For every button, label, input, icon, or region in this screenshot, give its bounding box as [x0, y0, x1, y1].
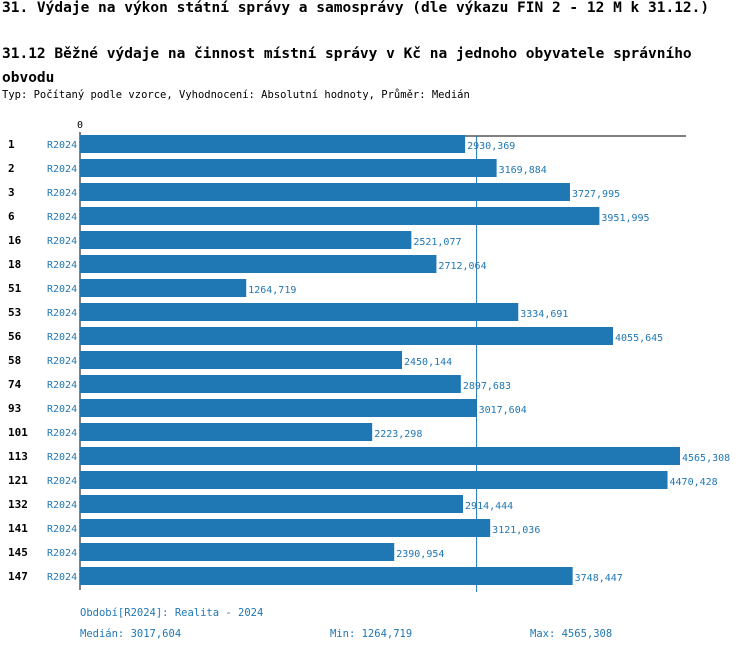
bar	[80, 447, 680, 465]
series-label: R2024	[47, 284, 77, 295]
data-label: 2712,064	[438, 261, 486, 272]
category-label: 58	[8, 354, 21, 367]
data-label: 2390,954	[396, 549, 444, 560]
category-label: 6	[8, 210, 15, 223]
bar	[80, 231, 412, 249]
data-label: 3017,604	[479, 405, 527, 416]
bar	[80, 279, 247, 297]
data-label: 3334,691	[520, 309, 568, 320]
series-label: R2024	[47, 188, 77, 199]
category-label: 56	[8, 330, 22, 343]
footer-min: Min: 1264,719	[330, 628, 413, 640]
category-label: 141	[8, 522, 28, 535]
bar	[80, 183, 570, 201]
series-label: R2024	[47, 500, 77, 511]
data-label: 3748,447	[575, 573, 623, 584]
data-label: 2450,144	[404, 357, 452, 368]
category-label: 16	[8, 234, 22, 247]
data-label: 3951,995	[601, 213, 649, 224]
category-label: 1	[8, 138, 15, 151]
series-label: R2024	[47, 572, 77, 583]
data-label: 2223,298	[374, 429, 422, 440]
category-label: 51	[8, 282, 22, 295]
category-label: 93	[8, 402, 21, 415]
bar	[80, 327, 614, 345]
data-label: 4470,428	[670, 477, 718, 488]
category-label: 53	[8, 306, 21, 319]
bar	[80, 135, 466, 153]
bar	[80, 351, 403, 369]
category-label: 113	[8, 450, 28, 463]
series-label: R2024	[47, 428, 77, 439]
bar	[80, 159, 497, 177]
bar	[80, 303, 519, 321]
category-label: 145	[8, 546, 28, 559]
category-label: 2	[8, 162, 15, 175]
bar-chart: 0 1 R2024 2930,369 2 R2024 3169,884 3 R2024 3727,…	[8, 120, 730, 592]
footer-period: Období[R2024]: Realita - 2024	[80, 607, 264, 619]
category-label: 18	[8, 258, 21, 271]
category-label: 74	[8, 378, 22, 391]
category-label: 101	[8, 426, 28, 439]
bar	[80, 471, 668, 489]
data-label: 2930,369	[467, 141, 515, 152]
data-label: 2897,683	[463, 381, 511, 392]
data-label: 2914,444	[465, 501, 513, 512]
series-label: R2024	[47, 524, 77, 535]
bar	[80, 567, 573, 585]
bar	[80, 543, 395, 561]
series-label: R2024	[47, 380, 77, 391]
bar	[80, 255, 437, 273]
footer-median: Medián: 3017,604	[80, 628, 182, 640]
data-label: 1264,719	[248, 285, 296, 296]
series-label: R2024	[47, 356, 77, 367]
bar	[80, 375, 461, 393]
category-label: 132	[8, 498, 28, 511]
bar	[80, 495, 464, 513]
series-label: R2024	[47, 404, 77, 415]
axis-zero-label: 0	[77, 120, 83, 131]
series-label: R2024	[47, 212, 77, 223]
category-label: 147	[8, 570, 28, 583]
series-label: R2024	[47, 548, 77, 559]
data-label: 2521,077	[413, 237, 461, 248]
data-label: 3169,884	[499, 165, 547, 176]
data-label: 3121,036	[492, 525, 540, 536]
chart-subtitle: Typ: Počítaný podle vzorce, Vyhodnocení:…	[2, 89, 470, 101]
series-label: R2024	[47, 140, 77, 151]
series-label: R2024	[47, 332, 77, 343]
category-label: 3	[8, 186, 15, 199]
series-label: R2024	[47, 452, 77, 463]
data-label: 4055,645	[615, 333, 663, 344]
data-label: 4565,308	[682, 453, 730, 464]
series-label: R2024	[47, 236, 77, 247]
footer-max: Max: 4565,308	[530, 628, 613, 640]
bar	[80, 207, 600, 225]
data-label: 3727,995	[572, 189, 620, 200]
chart-title: 31.12 Běžné výdaje na činnost místní spr…	[2, 46, 692, 86]
category-label: 121	[8, 474, 28, 487]
bar	[80, 399, 477, 417]
series-label: R2024	[47, 308, 77, 319]
series-label: R2024	[47, 476, 77, 487]
bar	[80, 519, 491, 537]
page-title: 31. Výdaje na výkon státní správy a samo…	[2, 0, 710, 16]
bar	[80, 423, 373, 441]
series-label: R2024	[47, 164, 77, 175]
series-label: R2024	[47, 260, 77, 271]
